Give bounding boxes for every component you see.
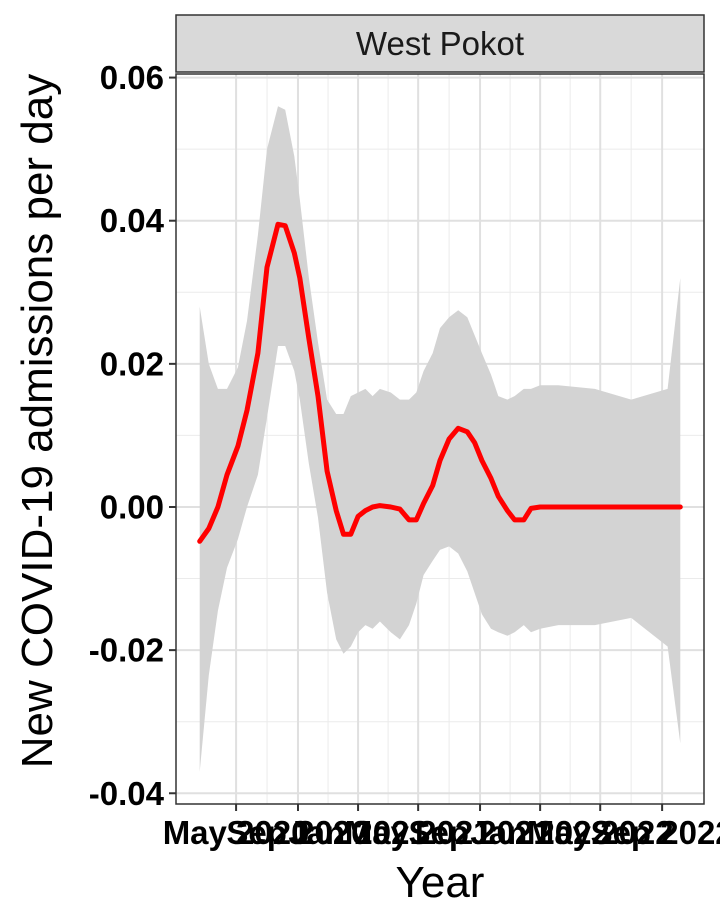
facet-strip-background [175, 14, 705, 73]
x-tick-label: Sep 2021 [409, 814, 552, 851]
y-tick-label: 0.02 [100, 345, 164, 382]
x-tick-label: May 2022 [527, 814, 674, 851]
x-tick-label: Sep 2022 [591, 814, 720, 851]
y-tick-label: 0.04 [100, 202, 165, 239]
panel-border [175, 73, 705, 805]
facet-strip: West Pokot [175, 14, 705, 73]
panel-frame [175, 73, 705, 805]
series-line [197, 221, 683, 544]
confidence-ribbon-layer [199, 106, 681, 772]
x-tick-label: May 2021 [345, 814, 492, 851]
x-tick-label: Jan 2022 [470, 814, 609, 851]
confidence-ribbon [199, 106, 681, 772]
x-tick-label: Sep 2020 [226, 814, 369, 851]
x-axis-title: Year [396, 858, 485, 907]
y-axis-title: New COVID-19 admissions per day [13, 74, 62, 768]
x-tick-label: May 2020 [163, 814, 310, 851]
y-tick-label: 0.00 [100, 488, 164, 525]
y-tick-label: 0.06 [100, 59, 164, 96]
series-line-layer [197, 221, 683, 544]
y-tick-label: -0.04 [89, 775, 165, 812]
y-axis-ticks: -0.04 -0.02 0.00 0.02 0.04 0.06 [89, 59, 176, 812]
y-tick-label: -0.02 [89, 632, 164, 669]
facet-strip-label: West Pokot [356, 25, 524, 62]
x-tick-label: Jan 2021 [288, 814, 427, 851]
